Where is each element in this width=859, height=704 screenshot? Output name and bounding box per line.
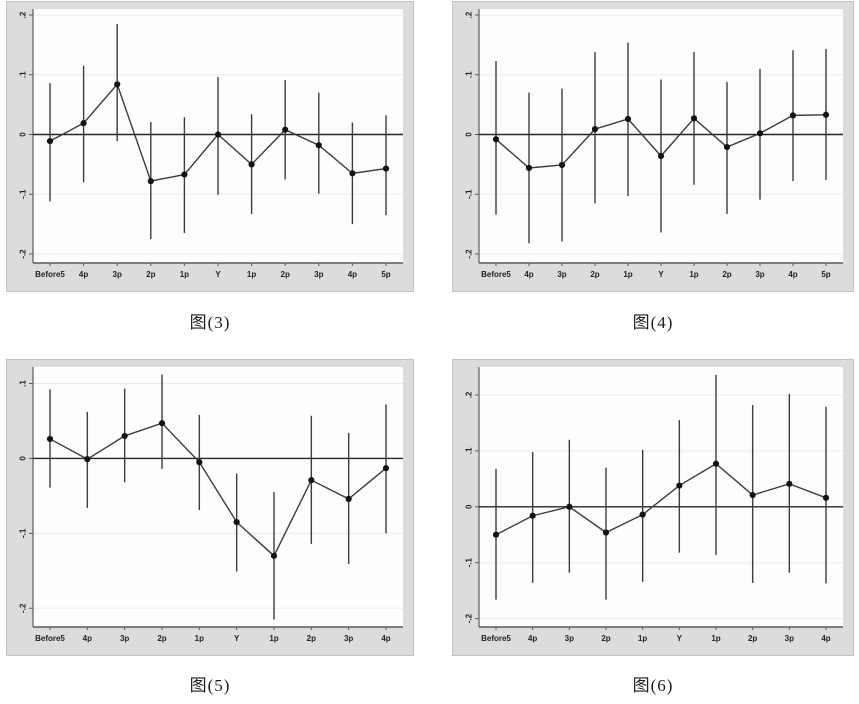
svg-text:2p: 2p bbox=[722, 270, 731, 279]
svg-text:Y: Y bbox=[234, 634, 240, 643]
svg-text:Y: Y bbox=[658, 270, 664, 279]
figure-3-panel: .2 .1 0 -.1 -.2 Before5 4p 3p 2p 1p Y 1p 2p 3p 4p 5p bbox=[6, 1, 414, 292]
svg-text:1p: 1p bbox=[180, 270, 189, 279]
svg-text:3p: 3p bbox=[314, 270, 323, 279]
svg-text:1p: 1p bbox=[623, 270, 632, 279]
figure-4-caption: 图(4) bbox=[632, 313, 674, 332]
figure-4-chart: .2 .1 0 -.1 -.2 Before5 4p 3p 2p 1p Y 1p 2p 3p 4p 5p bbox=[453, 2, 853, 291]
svg-text:.1: .1 bbox=[19, 71, 28, 78]
svg-text:Before5: Before5 bbox=[481, 634, 511, 643]
svg-text:3p: 3p bbox=[120, 634, 129, 643]
svg-text:4p: 4p bbox=[83, 634, 92, 643]
figure-5-chart: .1 0 -.1 -.2 Before5 4p 3p 2p 1p Y 1p 2p 3p 4p bbox=[7, 360, 413, 655]
figure-6-caption: 图(6) bbox=[632, 676, 674, 695]
svg-text:5p: 5p bbox=[381, 270, 390, 279]
svg-text:2p: 2p bbox=[281, 270, 290, 279]
svg-text:-.2: -.2 bbox=[19, 603, 28, 613]
svg-text:-.1: -.1 bbox=[19, 528, 28, 538]
svg-text:3p: 3p bbox=[557, 270, 566, 279]
svg-text:0: 0 bbox=[19, 456, 28, 461]
svg-text:3p: 3p bbox=[755, 270, 764, 279]
svg-text:4p: 4p bbox=[528, 634, 537, 643]
svg-text:1p: 1p bbox=[689, 270, 698, 279]
svg-text:1p: 1p bbox=[195, 634, 204, 643]
svg-text:4p: 4p bbox=[79, 270, 88, 279]
svg-text:-.1: -.1 bbox=[19, 189, 28, 199]
svg-text:0: 0 bbox=[465, 504, 474, 509]
figure-3-caption: 图(3) bbox=[189, 313, 231, 332]
svg-text:-.1: -.1 bbox=[465, 189, 474, 199]
svg-text:2p: 2p bbox=[590, 270, 599, 279]
svg-text:Y: Y bbox=[677, 634, 683, 643]
svg-text:4p: 4p bbox=[524, 270, 533, 279]
svg-text:1p: 1p bbox=[638, 634, 647, 643]
svg-text:.2: .2 bbox=[19, 11, 28, 18]
svg-text:Before5: Before5 bbox=[481, 270, 511, 279]
svg-text:Before5: Before5 bbox=[35, 634, 65, 643]
figure-5-caption: 图(5) bbox=[189, 676, 231, 695]
svg-text:.1: .1 bbox=[19, 380, 28, 387]
svg-text:-.2: -.2 bbox=[465, 249, 474, 259]
svg-text:2p: 2p bbox=[601, 634, 610, 643]
figure-4-cell: .2 .1 0 -.1 -.2 Before5 4p 3p 2p 1p Y 1p 2p 3p 4p 5p 图(… bbox=[452, 1, 854, 359]
figure-6-cell: .2 .1 0 -.1 -.2 Before5 4p 3p 2p 1p Y 1p 2p 3p 4p 图(6) bbox=[452, 359, 854, 704]
svg-text:3p: 3p bbox=[565, 634, 574, 643]
svg-text:.2: .2 bbox=[465, 391, 474, 398]
figure-3-chart: .2 .1 0 -.1 -.2 Before5 4p 3p 2p 1p Y 1p 2p 3p 4p 5p bbox=[7, 2, 413, 291]
svg-text:1p: 1p bbox=[247, 270, 256, 279]
svg-text:.2: .2 bbox=[465, 11, 474, 18]
svg-text:4p: 4p bbox=[821, 634, 830, 643]
figure-4-panel: .2 .1 0 -.1 -.2 Before5 4p 3p 2p 1p Y 1p 2p 3p 4p 5p bbox=[452, 1, 854, 292]
svg-text:Y: Y bbox=[215, 270, 221, 279]
svg-text:4p: 4p bbox=[348, 270, 357, 279]
svg-text:0: 0 bbox=[19, 132, 28, 137]
figure-6-chart: .2 .1 0 -.1 -.2 Before5 4p 3p 2p 1p Y 1p 2p 3p 4p bbox=[453, 360, 853, 655]
svg-text:-.1: -.1 bbox=[465, 557, 474, 567]
svg-text:2p: 2p bbox=[146, 270, 155, 279]
figure-5-cell: .1 0 -.1 -.2 Before5 4p 3p 2p 1p Y 1p 2p 3p 4p 图(5) bbox=[6, 359, 414, 704]
svg-text:-.2: -.2 bbox=[19, 249, 28, 259]
svg-text:2p: 2p bbox=[307, 634, 316, 643]
figure-5-panel: .1 0 -.1 -.2 Before5 4p 3p 2p 1p Y 1p 2p 3p 4p bbox=[6, 359, 414, 656]
svg-text:.1: .1 bbox=[465, 447, 474, 454]
svg-text:3p: 3p bbox=[113, 270, 122, 279]
figure-6-panel: .2 .1 0 -.1 -.2 Before5 4p 3p 2p 1p Y 1p 2p 3p 4p bbox=[452, 359, 854, 656]
svg-text:0: 0 bbox=[465, 132, 474, 137]
svg-text:.1: .1 bbox=[465, 71, 474, 78]
svg-text:1p: 1p bbox=[269, 634, 278, 643]
svg-text:5p: 5p bbox=[821, 270, 830, 279]
svg-text:4p: 4p bbox=[381, 634, 390, 643]
figure-3-cell: .2 .1 0 -.1 -.2 Before5 4p 3p 2p 1p Y 1p 2p 3p 4p 5p 图(… bbox=[6, 1, 414, 359]
svg-text:Before5: Before5 bbox=[35, 270, 65, 279]
svg-text:2p: 2p bbox=[748, 634, 757, 643]
svg-text:3p: 3p bbox=[344, 634, 353, 643]
svg-text:4p: 4p bbox=[788, 270, 797, 279]
svg-text:-.2: -.2 bbox=[465, 613, 474, 623]
svg-text:3p: 3p bbox=[785, 634, 794, 643]
svg-text:1p: 1p bbox=[711, 634, 720, 643]
svg-text:2p: 2p bbox=[157, 634, 166, 643]
